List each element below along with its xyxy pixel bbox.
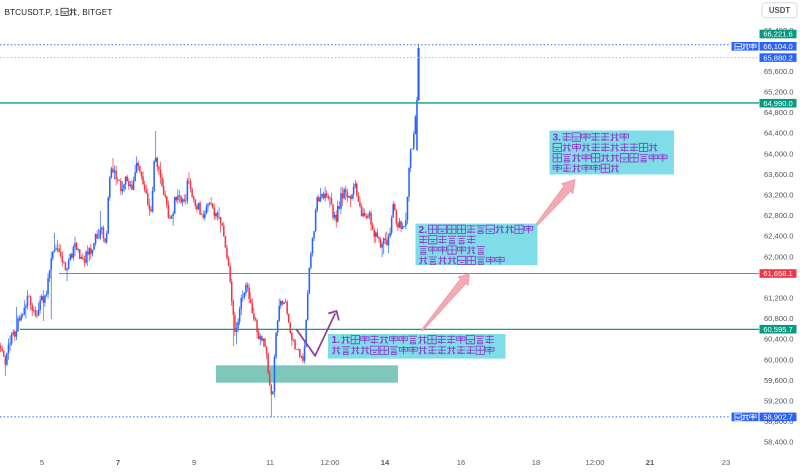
svg-text:USDT: USDT [769,6,790,15]
svg-text:58,400.0: 58,400.0 [764,438,794,447]
svg-text:2.: 2. [419,225,428,236]
svg-text:59,600.0: 59,600.0 [764,376,794,385]
svg-text:64,990.0: 64,990.0 [763,99,793,108]
svg-text:63,600.0: 63,600.0 [764,170,794,179]
svg-text:65,200.0: 65,200.0 [764,88,794,97]
svg-text:65,600.0: 65,600.0 [764,67,794,76]
svg-text:7: 7 [116,458,120,467]
svg-text:62,800.0: 62,800.0 [764,211,794,220]
svg-text:, BITGET: , BITGET [78,8,113,17]
svg-text:66,104.0: 66,104.0 [763,42,793,51]
svg-text:12:00: 12:00 [585,458,604,467]
svg-text:60,400.0: 60,400.0 [764,335,794,344]
svg-text:62,400.0: 62,400.0 [764,232,794,241]
svg-text:BTCUSDT.P, 1: BTCUSDT.P, 1 [5,8,60,17]
svg-text:60,800.0: 60,800.0 [764,314,794,323]
svg-text:14: 14 [381,458,390,467]
svg-text:16: 16 [457,458,465,467]
svg-text:9: 9 [192,458,196,467]
svg-text:3.: 3. [553,133,562,144]
svg-text:61,658.1: 61,658.1 [763,269,793,278]
svg-text:63,200.0: 63,200.0 [764,191,794,200]
svg-text:23: 23 [722,458,730,467]
svg-text:64,400.0: 64,400.0 [764,129,794,138]
svg-text:21: 21 [646,458,655,467]
svg-text:60,000.0: 60,000.0 [764,355,794,364]
svg-text:64,800.0: 64,800.0 [764,108,794,117]
svg-text:60,595.7: 60,595.7 [763,325,793,334]
svg-text:11: 11 [266,458,274,467]
svg-text:62,000.0: 62,000.0 [764,252,794,261]
svg-text:66,221.6: 66,221.6 [763,30,793,39]
svg-text:65,880.2: 65,880.2 [763,53,793,62]
svg-text:12:00: 12:00 [320,458,339,467]
svg-text:5: 5 [40,458,44,467]
svg-text:1.: 1. [332,335,341,346]
svg-text:64,000.0: 64,000.0 [764,149,794,158]
svg-text:58,800.0: 58,800.0 [764,417,794,426]
svg-text:18: 18 [532,458,540,467]
svg-text:61,200.0: 61,200.0 [764,294,794,303]
svg-text:58,902.7: 58,902.7 [763,413,793,422]
svg-text:59,200.0: 59,200.0 [764,397,794,406]
